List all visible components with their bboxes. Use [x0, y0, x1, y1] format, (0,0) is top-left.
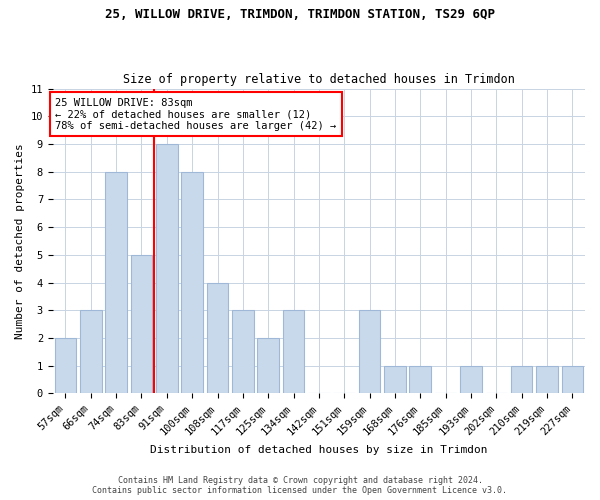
- Text: 25 WILLOW DRIVE: 83sqm
← 22% of detached houses are smaller (12)
78% of semi-det: 25 WILLOW DRIVE: 83sqm ← 22% of detached…: [55, 98, 337, 131]
- Bar: [156, 144, 178, 394]
- Bar: [55, 338, 76, 394]
- Bar: [460, 366, 482, 394]
- Bar: [106, 172, 127, 394]
- Y-axis label: Number of detached properties: Number of detached properties: [15, 143, 25, 339]
- Bar: [207, 282, 228, 394]
- Bar: [409, 366, 431, 394]
- X-axis label: Distribution of detached houses by size in Trimdon: Distribution of detached houses by size …: [150, 445, 488, 455]
- Bar: [232, 310, 254, 394]
- Bar: [80, 310, 101, 394]
- Title: Size of property relative to detached houses in Trimdon: Size of property relative to detached ho…: [123, 73, 515, 86]
- Bar: [283, 310, 304, 394]
- Bar: [562, 366, 583, 394]
- Bar: [384, 366, 406, 394]
- Bar: [536, 366, 558, 394]
- Bar: [131, 255, 152, 394]
- Bar: [257, 338, 279, 394]
- Text: Contains HM Land Registry data © Crown copyright and database right 2024.
Contai: Contains HM Land Registry data © Crown c…: [92, 476, 508, 495]
- Bar: [181, 172, 203, 394]
- Bar: [359, 310, 380, 394]
- Bar: [511, 366, 532, 394]
- Text: 25, WILLOW DRIVE, TRIMDON, TRIMDON STATION, TS29 6QP: 25, WILLOW DRIVE, TRIMDON, TRIMDON STATI…: [105, 8, 495, 20]
